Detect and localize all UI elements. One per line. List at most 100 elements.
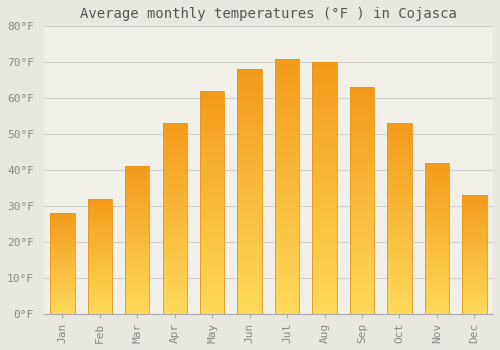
Bar (275, 212, 299, 214)
Bar (462, 263, 486, 264)
Bar (200, 196, 224, 198)
Bar (388, 144, 411, 146)
Bar (462, 266, 486, 267)
Bar (125, 239, 150, 240)
Bar (125, 172, 150, 174)
Bar (312, 133, 336, 135)
Bar (424, 257, 449, 258)
Bar (275, 117, 299, 120)
Bar (88, 215, 112, 216)
Bar (162, 205, 187, 207)
Bar (388, 304, 411, 306)
Bar (462, 230, 486, 231)
Bar (275, 240, 299, 242)
Bar (462, 261, 486, 263)
Bar (238, 196, 262, 199)
Bar (200, 129, 224, 131)
Bar (388, 302, 411, 304)
Bar (88, 298, 112, 299)
Bar (200, 118, 224, 120)
Bar (275, 194, 299, 196)
Bar (200, 100, 224, 102)
Bar (162, 142, 187, 144)
Bar (125, 197, 150, 199)
Bar (50, 222, 74, 223)
Bar (162, 230, 187, 232)
Bar (388, 257, 411, 259)
Bar (88, 202, 112, 203)
Bar (200, 149, 224, 151)
Bar (162, 135, 187, 136)
Bar (88, 208, 112, 209)
Bar (162, 213, 187, 215)
Bar (350, 268, 374, 271)
Bar (125, 184, 150, 186)
Bar (312, 213, 336, 216)
Bar (388, 163, 411, 165)
Bar (200, 202, 224, 205)
Bar (350, 99, 374, 101)
Bar (350, 210, 374, 212)
Bar (462, 273, 486, 275)
Bar (238, 84, 262, 86)
Bar (50, 304, 74, 305)
Bar (312, 122, 336, 125)
Bar (162, 139, 187, 140)
Bar (424, 246, 449, 247)
Bar (88, 239, 112, 240)
Bar (462, 253, 486, 254)
Bar (312, 216, 336, 218)
Bar (125, 309, 150, 311)
Bar (462, 307, 486, 308)
Bar (424, 229, 449, 231)
Bar (88, 270, 112, 271)
Bar (238, 155, 262, 158)
Bar (50, 238, 74, 239)
Bar (162, 302, 187, 304)
Bar (275, 181, 299, 184)
Bar (125, 302, 150, 303)
Bar (125, 214, 150, 215)
Bar (462, 246, 486, 247)
Bar (88, 229, 112, 230)
Bar (162, 203, 187, 205)
Bar (388, 186, 411, 188)
Bar (424, 210, 449, 211)
Bar (350, 142, 374, 144)
Bar (50, 302, 74, 303)
Bar (200, 162, 224, 164)
Bar (162, 129, 187, 131)
Bar (50, 218, 74, 219)
Bar (424, 259, 449, 261)
Bar (312, 148, 336, 150)
Bar (350, 246, 374, 248)
Bar (275, 153, 299, 156)
Bar (50, 241, 74, 242)
Bar (462, 238, 486, 239)
Bar (350, 287, 374, 289)
Bar (388, 293, 411, 295)
Bar (424, 252, 449, 253)
Bar (50, 266, 74, 267)
Bar (275, 120, 299, 122)
Bar (125, 169, 150, 171)
Bar (162, 140, 187, 142)
Bar (424, 290, 449, 291)
Bar (312, 92, 336, 95)
Bar (238, 226, 262, 228)
Bar (162, 198, 187, 199)
Bar (125, 230, 150, 231)
Bar (162, 280, 187, 281)
Bar (424, 195, 449, 196)
Bar (312, 299, 336, 301)
Bar (388, 154, 411, 156)
Bar (162, 299, 187, 300)
Bar (275, 145, 299, 148)
Bar (200, 189, 224, 191)
Bar (200, 307, 224, 309)
Bar (350, 232, 374, 234)
Bar (238, 297, 262, 299)
Bar (200, 305, 224, 307)
Bar (350, 119, 374, 121)
Bar (388, 198, 411, 199)
